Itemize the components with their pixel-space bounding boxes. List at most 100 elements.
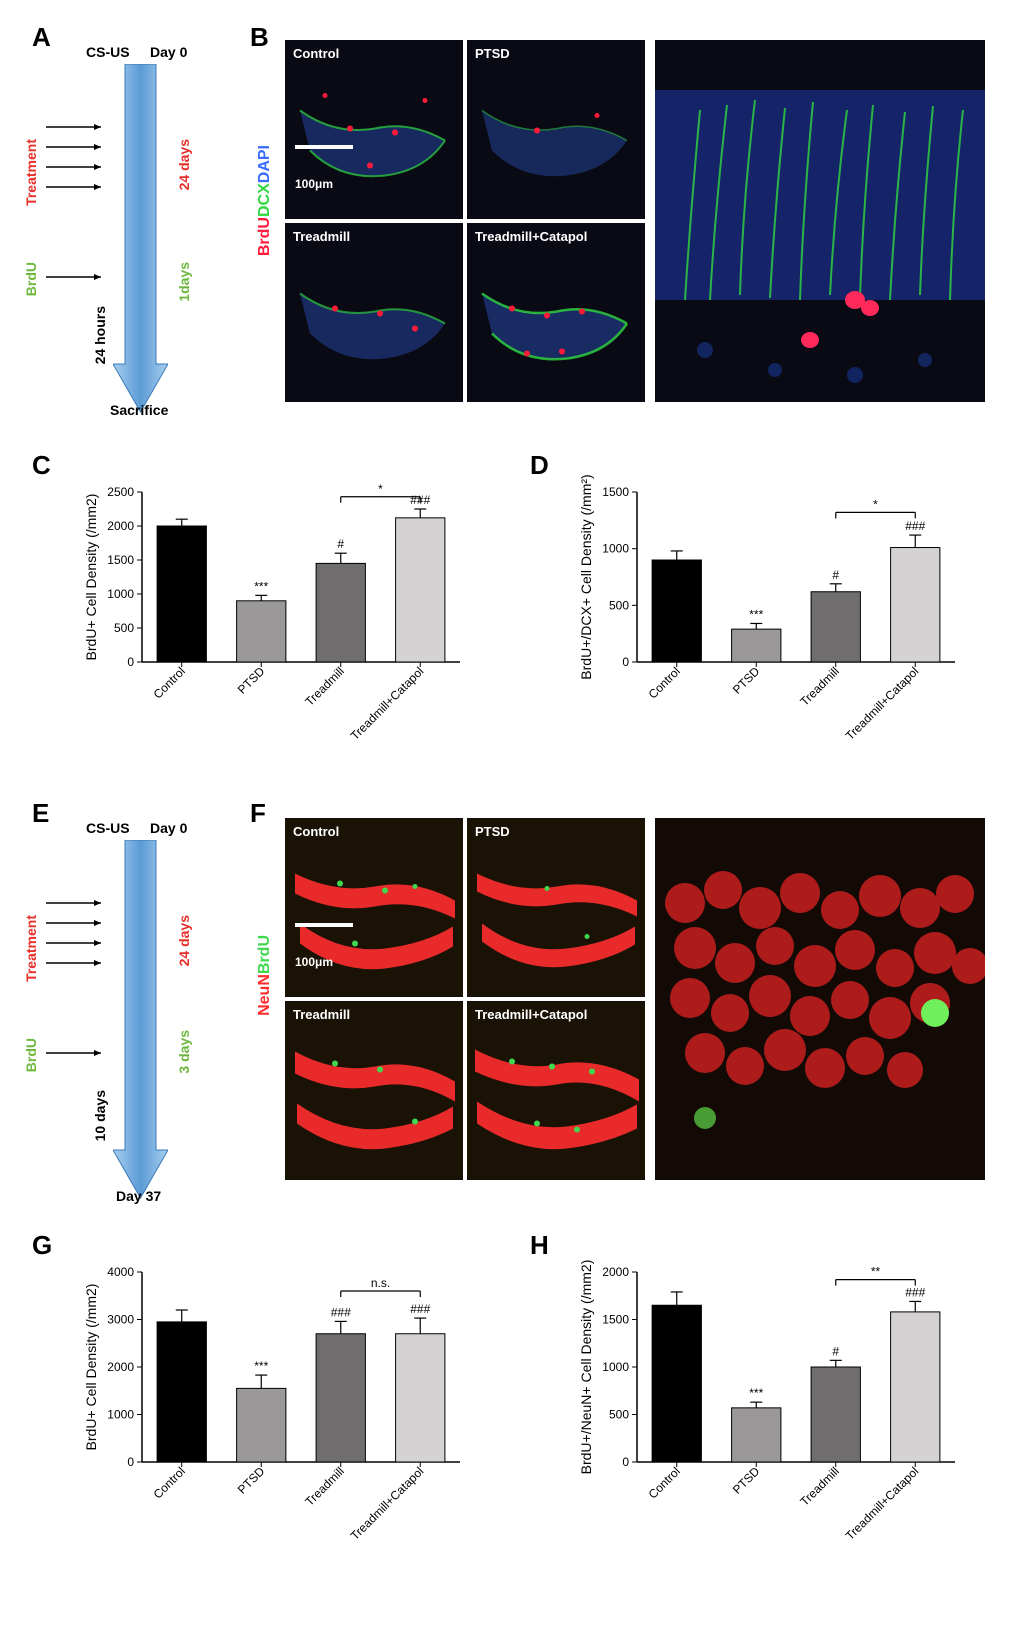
scale-text: 100μm — [295, 955, 333, 969]
svg-text:2500: 2500 — [107, 485, 134, 499]
timeline-a-brdu-arrow — [46, 269, 106, 289]
svg-text:1000: 1000 — [602, 542, 629, 556]
timeline-e-day0: Day 0 — [150, 820, 187, 836]
svg-text:**: ** — [871, 1265, 881, 1279]
micro-label: Treadmill — [293, 1007, 350, 1022]
svg-text:PTSD: PTSD — [235, 1464, 268, 1497]
svg-text:0: 0 — [622, 655, 629, 669]
panel-b-grid: Control 100μm PTSD Treadmill Treadmill+C… — [285, 40, 645, 402]
micro-svg — [655, 40, 985, 402]
panel-f-treadmill: Treadmill — [285, 1001, 463, 1180]
svg-text:Treadmill+Catapol: Treadmill+Catapol — [843, 664, 922, 743]
svg-text:500: 500 — [609, 598, 629, 612]
svg-text:PTSD: PTSD — [235, 664, 268, 697]
svg-text:1500: 1500 — [602, 1313, 629, 1327]
svg-text:***: *** — [749, 1386, 763, 1400]
svg-text:BrdU+/NeuN+ Cell Density (/mm2: BrdU+/NeuN+ Cell Density (/mm2) — [578, 1260, 594, 1475]
svg-text:Treadmill: Treadmill — [302, 664, 346, 708]
micro-label: PTSD — [475, 46, 510, 61]
micro-svg — [285, 1001, 463, 1180]
panel-label-f: F — [250, 798, 266, 829]
panel-b-zoom — [655, 40, 985, 402]
svg-text:1000: 1000 — [107, 1408, 134, 1422]
panel-f-grid: Control 100μm PTSD Treadmill Treadmill+C — [285, 818, 645, 1180]
timeline-e-brdu-arrow — [46, 1045, 106, 1065]
timeline-e-arrow — [113, 840, 168, 1200]
svg-text:PTSD: PTSD — [730, 1464, 763, 1497]
svg-text:Treadmill: Treadmill — [797, 664, 841, 708]
micro-svg — [467, 1001, 645, 1180]
svg-text:Control: Control — [151, 664, 188, 701]
svg-text:BrdU+/DCX+ Cell Density (/mm²): BrdU+/DCX+ Cell Density (/mm²) — [578, 474, 594, 679]
panel-f-zoom — [655, 818, 985, 1180]
svg-text:3000: 3000 — [107, 1313, 134, 1327]
timeline-a-brdu: BrdU — [23, 262, 39, 296]
scale-bar — [295, 923, 353, 927]
svg-text:***: *** — [254, 579, 268, 593]
svg-text:#: # — [337, 537, 344, 551]
panel-b-control: Control 100μm — [285, 40, 463, 219]
timeline-e-tdays: 24 days — [176, 915, 192, 966]
micro-svg — [655, 818, 985, 1180]
svg-text:###: ### — [410, 1302, 430, 1316]
timeline-e-brdu: BrdU — [23, 1038, 39, 1072]
svg-text:#: # — [832, 1344, 839, 1358]
svg-text:Treadmill+Catapol: Treadmill+Catapol — [348, 664, 427, 743]
timeline-e: CS-US Day 0 Treatment 24 days BrdU 3 day… — [28, 820, 228, 1210]
svg-text:Control: Control — [646, 1464, 683, 1501]
svg-text:Control: Control — [151, 1464, 188, 1501]
timeline-a-smallarrows — [46, 122, 106, 212]
micro-svg — [285, 223, 463, 402]
timeline-e-smallarrows — [46, 898, 106, 988]
micro-label: Treadmill+Catapol — [475, 1007, 587, 1022]
svg-text:2000: 2000 — [602, 1265, 629, 1279]
timeline-a-header: CS-US — [86, 44, 130, 60]
micro-label: PTSD — [475, 824, 510, 839]
micro-label: Control — [293, 46, 339, 61]
panel-b-stain-label: BrdUDCXDAPI — [256, 145, 274, 256]
svg-text:Treadmill: Treadmill — [797, 1464, 841, 1508]
timeline-a: CS-US Day 0 Treatment 24 days BrdU 1days… — [28, 44, 228, 424]
svg-text:Treadmill+Catapol: Treadmill+Catapol — [348, 1464, 427, 1543]
svg-text:*: * — [378, 482, 383, 496]
panel-label-d: D — [530, 450, 549, 481]
timeline-e-brdudays: 3 days — [176, 1030, 192, 1074]
micro-label: Treadmill — [293, 229, 350, 244]
svg-text:###: ### — [905, 519, 925, 533]
panel-label-g: G — [32, 1230, 52, 1261]
panel-b-treadmill: Treadmill — [285, 223, 463, 402]
svg-text:*: * — [873, 497, 878, 511]
panel-label-h: H — [530, 1230, 549, 1261]
svg-text:500: 500 — [114, 621, 134, 635]
svg-text:1000: 1000 — [107, 587, 134, 601]
timeline-e-end: Day 37 — [116, 1188, 161, 1204]
panel-f-ptsd: PTSD — [467, 818, 645, 997]
svg-text:0: 0 — [127, 1455, 134, 1469]
svg-text:###: ### — [331, 1305, 351, 1319]
timeline-a-hours: 24 hours — [92, 306, 108, 364]
chart-d: 0 500 1000 1500 BrdU+/DCX+ Cell Density (/mm… — [575, 462, 965, 772]
timeline-e-header: CS-US — [86, 820, 130, 836]
panel-label-b: B — [250, 22, 269, 53]
micro-svg — [285, 818, 463, 997]
panel-f-control: Control 100μm — [285, 818, 463, 997]
svg-text:0: 0 — [127, 655, 134, 669]
chart-h: 0500100015002000BrdU+/NeuN+ Cell Density… — [575, 1242, 965, 1572]
svg-text:###: ### — [905, 1285, 925, 1299]
svg-text:1500: 1500 — [107, 553, 134, 567]
timeline-a-end: Sacrifice — [110, 402, 168, 418]
timeline-a-treatment: Treatment — [23, 139, 39, 206]
svg-text:1500: 1500 — [602, 485, 629, 499]
svg-text:0: 0 — [622, 1455, 629, 1469]
svg-text:4000: 4000 — [107, 1265, 134, 1279]
scale-bar — [295, 145, 353, 149]
panel-label-c: C — [32, 450, 51, 481]
timeline-e-treatment: Treatment — [23, 915, 39, 982]
timeline-a-arrow — [113, 64, 168, 414]
panel-f-stain-label: NeuNBrdU — [256, 935, 274, 1016]
svg-text:PTSD: PTSD — [730, 664, 763, 697]
svg-text:***: *** — [254, 1359, 268, 1373]
micro-svg — [467, 818, 645, 997]
panel-f-treadmill-catapol: Treadmill+Catapol — [467, 1001, 645, 1180]
timeline-a-brdudays: 1days — [176, 262, 192, 302]
